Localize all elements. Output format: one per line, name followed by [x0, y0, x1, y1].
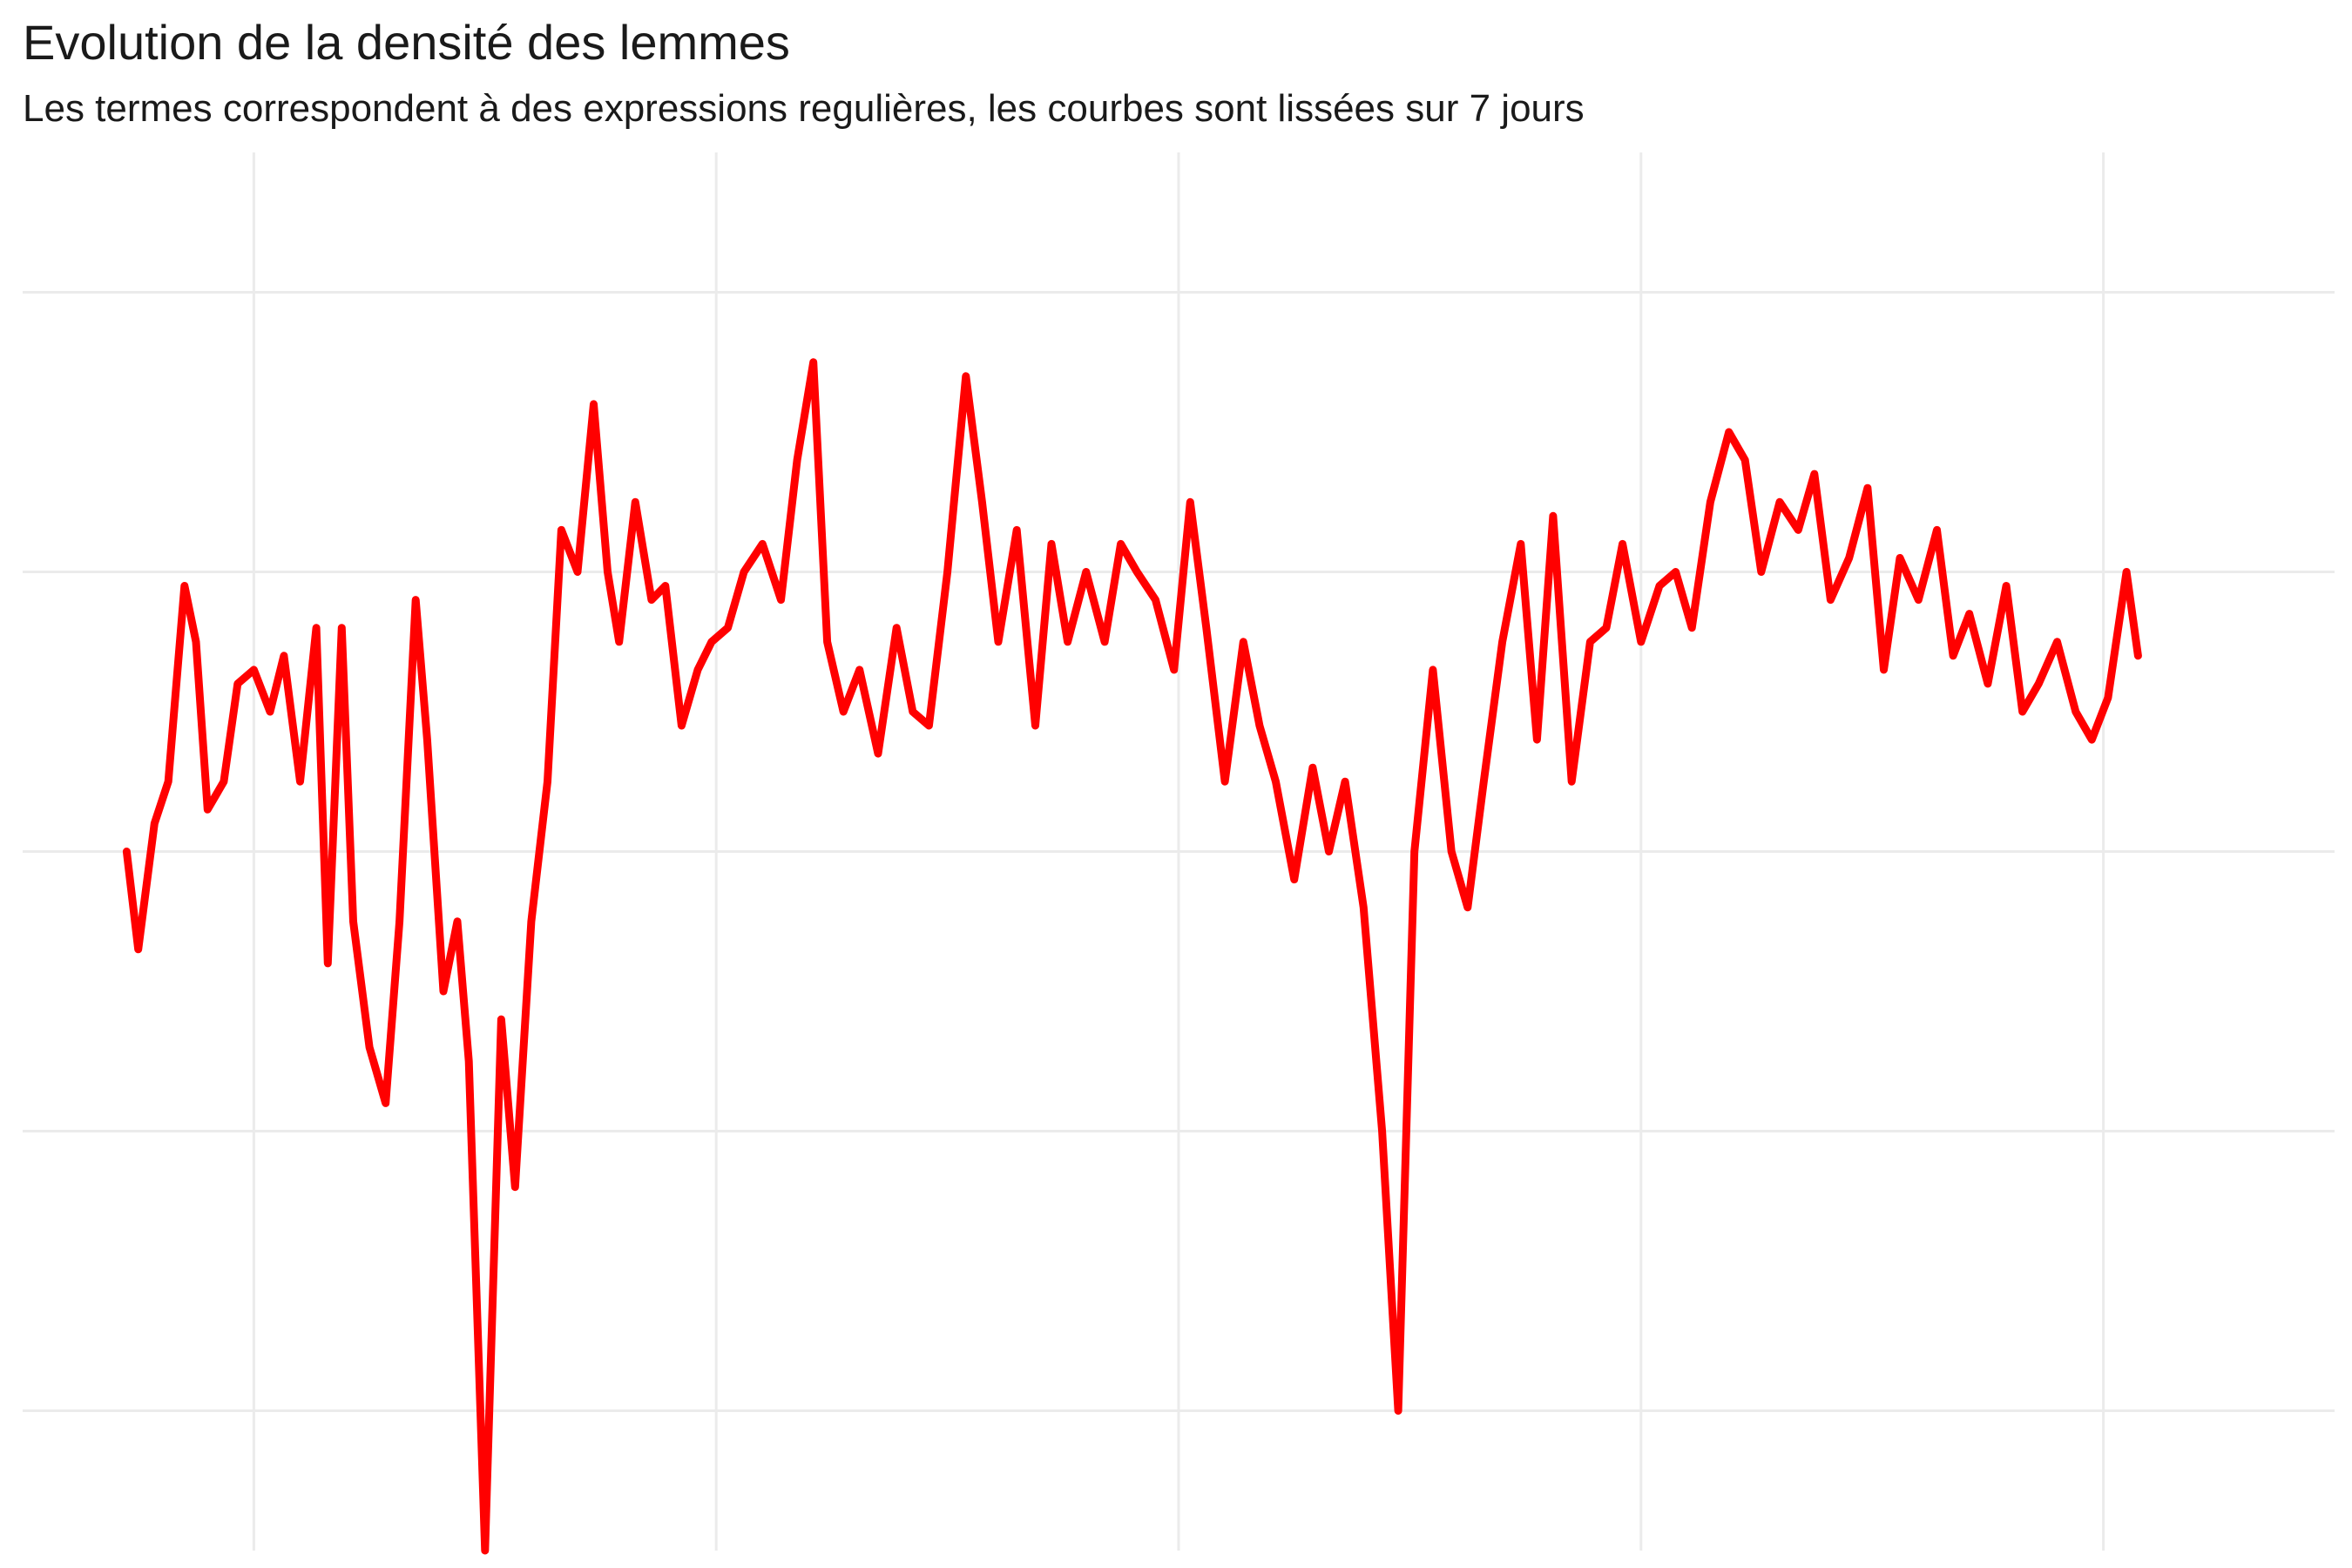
series-layer: [122, 358, 2142, 1555]
chart-title: Evolution de la densité des lemmes: [23, 15, 790, 70]
grid-layer: [23, 152, 2335, 1551]
series-line: [122, 358, 2142, 1555]
chart-subtitle: Les termes correspondent à des expressio…: [23, 87, 1585, 130]
